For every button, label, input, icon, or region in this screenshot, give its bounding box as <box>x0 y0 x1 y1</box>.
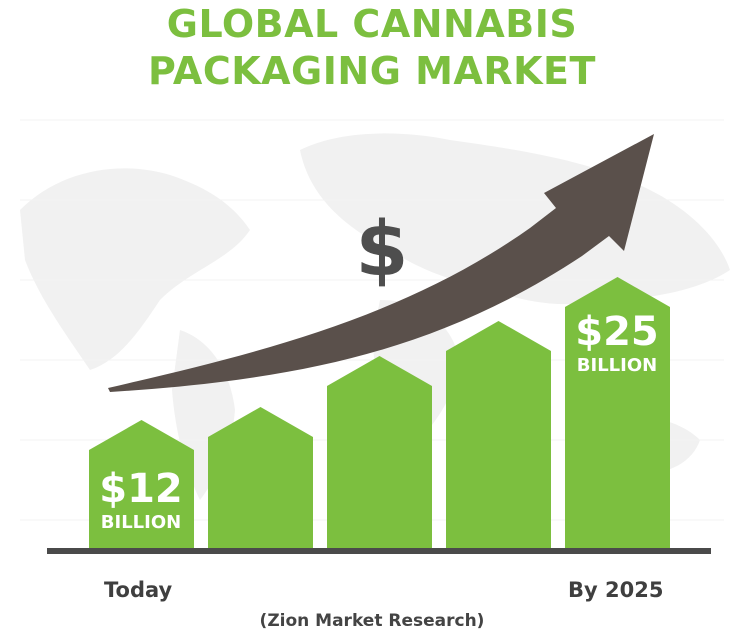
bar-3 <box>327 356 432 548</box>
bar-4 <box>446 321 551 548</box>
bar-1 <box>89 420 194 548</box>
bar-5 <box>565 277 670 548</box>
bar-value-label-2025: $25 <box>575 309 659 355</box>
bar-unit-label-2025: BILLION <box>577 355 657 376</box>
x-axis-label-start: Today <box>104 578 173 602</box>
chart-title-line-1: GLOBAL CANNABIS <box>166 2 578 46</box>
bar-value-label-today: $12 <box>99 466 183 512</box>
bars-group <box>89 277 670 548</box>
source-note: (Zion Market Research) <box>259 611 485 631</box>
bar-2 <box>208 407 313 548</box>
chart-baseline <box>47 548 711 554</box>
x-axis-label-end: By 2025 <box>568 578 664 602</box>
chart-title-line-2: PACKAGING MARKET <box>148 49 596 93</box>
currency-symbol: $ <box>356 204 409 293</box>
data-label-2025: $25 BILLION <box>575 309 659 376</box>
bar-unit-label-today: BILLION <box>101 512 181 533</box>
data-label-today: $12 BILLION <box>99 466 183 533</box>
growth-arrow-icon <box>108 134 654 392</box>
